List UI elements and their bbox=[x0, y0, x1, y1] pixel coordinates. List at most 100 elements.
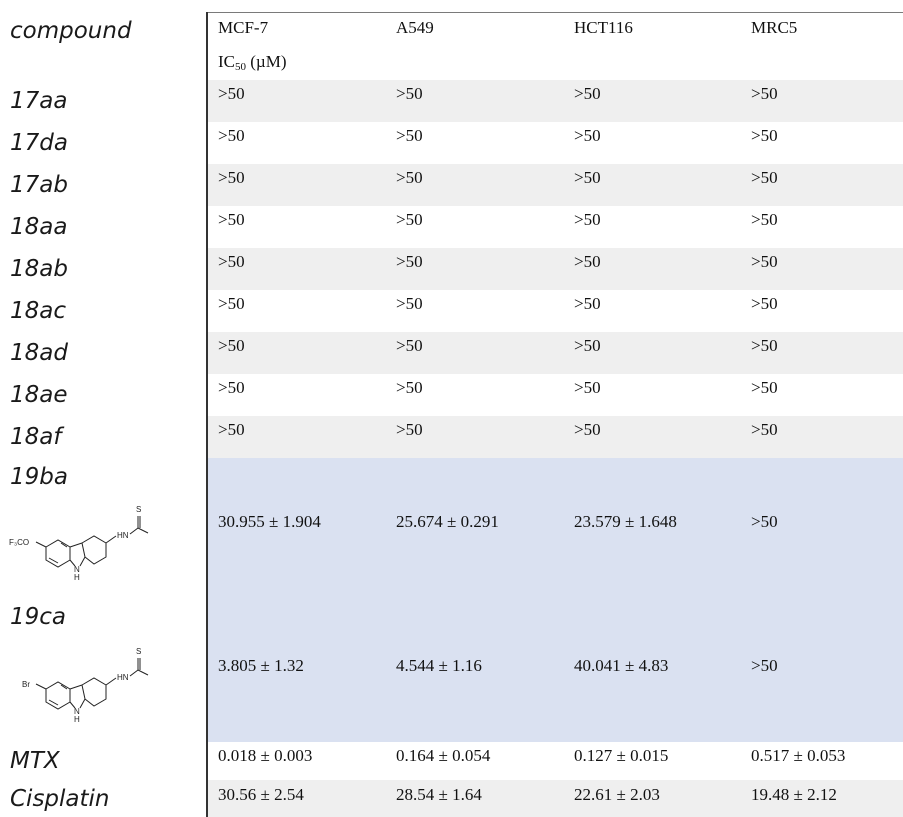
table-row: 18ac >50 >50 >50 >50 bbox=[0, 290, 903, 332]
table-row: 18ae >50 >50 >50 >50 bbox=[0, 374, 903, 416]
value-cell: 22.61 ± 2.03 bbox=[574, 785, 660, 804]
table-row: 18af >50 >50 >50 >50 bbox=[0, 416, 903, 458]
table-row: 17aa >50 >50 >50 >50 bbox=[0, 80, 903, 122]
compound-name: 18ac bbox=[10, 298, 67, 324]
structure-substituent: Br bbox=[22, 680, 30, 689]
compound-name: 17ab bbox=[10, 172, 68, 198]
compound-name: 18ab bbox=[10, 256, 68, 282]
value-cell: 25.674 ± 0.291 bbox=[396, 512, 499, 531]
value-cell: 23.579 ± 1.648 bbox=[574, 512, 677, 531]
value-cell: >50 bbox=[751, 252, 778, 271]
unit-row: IC50 (µM) bbox=[0, 48, 903, 78]
compound-header: compound bbox=[10, 18, 132, 44]
structure-n: N bbox=[74, 707, 80, 716]
table-row: 18aa >50 >50 >50 >50 bbox=[0, 206, 903, 248]
value-cell: >50 bbox=[751, 126, 778, 145]
value-cell: 0.127 ± 0.015 bbox=[574, 746, 669, 765]
compound-name: 17da bbox=[10, 130, 68, 156]
value-cell: >50 bbox=[396, 252, 423, 271]
value-cell: >50 bbox=[574, 126, 601, 145]
structure-n: N bbox=[74, 565, 80, 574]
structure-19ba: F₃CO HN S N H bbox=[9, 505, 149, 582]
value-cell: >50 bbox=[751, 420, 778, 439]
table-row: Cisplatin 30.56 ± 2.54 28.54 ± 1.64 22.6… bbox=[0, 780, 903, 817]
unit-ic: IC bbox=[218, 52, 235, 71]
row-shading bbox=[208, 248, 903, 290]
structure-s: S bbox=[136, 505, 141, 514]
value-cell: >50 bbox=[574, 294, 601, 313]
compound-name: 19ba bbox=[10, 464, 68, 490]
structure-nh: HN bbox=[117, 673, 129, 682]
value-cell: >50 bbox=[396, 378, 423, 397]
table-row: 19ca Br HN S N H bbox=[0, 600, 903, 742]
column-header-hct116: HCT116 bbox=[574, 18, 633, 37]
structure-nh: HN bbox=[117, 531, 129, 540]
value-cell: >50 bbox=[218, 252, 245, 271]
structure-s: S bbox=[136, 647, 141, 656]
value-cell: 30.56 ± 2.54 bbox=[218, 785, 304, 804]
value-cell: >50 bbox=[396, 336, 423, 355]
row-shading bbox=[208, 416, 903, 458]
compound-name: 18aa bbox=[10, 214, 68, 240]
structure-h: H bbox=[74, 573, 80, 582]
column-header-mcf7: MCF-7 bbox=[218, 18, 269, 37]
compound-name: Cisplatin bbox=[10, 786, 110, 812]
compound-name: 17aa bbox=[10, 88, 68, 114]
row-highlight bbox=[208, 600, 903, 742]
table-row: 18ab >50 >50 >50 >50 bbox=[0, 248, 903, 290]
row-shading bbox=[208, 164, 903, 206]
table-row: 17ab >50 >50 >50 >50 bbox=[0, 164, 903, 206]
value-cell: >50 bbox=[396, 210, 423, 229]
compound-name: 18ae bbox=[10, 382, 68, 408]
value-cell: 30.955 ± 1.904 bbox=[218, 512, 321, 531]
compound-name: 19ca bbox=[10, 604, 67, 630]
row-shading bbox=[208, 332, 903, 374]
value-cell: >50 bbox=[396, 294, 423, 313]
unit-rest: (µM) bbox=[246, 52, 287, 71]
value-cell: >50 bbox=[218, 294, 245, 313]
structure-substituent: F₃CO bbox=[9, 538, 29, 547]
value-cell: >50 bbox=[574, 336, 601, 355]
value-cell: >50 bbox=[574, 420, 601, 439]
compound-name: 18af bbox=[10, 424, 62, 450]
structure-h: H bbox=[74, 715, 80, 724]
value-cell: >50 bbox=[574, 252, 601, 271]
compound-name: MTX bbox=[10, 748, 60, 774]
table-row: 18ad >50 >50 >50 >50 bbox=[0, 332, 903, 374]
value-cell: >50 bbox=[751, 336, 778, 355]
value-cell: >50 bbox=[751, 210, 778, 229]
structure-19ca: Br HN S N H bbox=[22, 647, 149, 724]
value-cell: 0.018 ± 0.003 bbox=[218, 746, 313, 765]
value-cell: >50 bbox=[218, 378, 245, 397]
value-cell: >50 bbox=[574, 378, 601, 397]
column-divider bbox=[206, 12, 208, 817]
unit-subscript: 50 bbox=[235, 61, 246, 73]
table-row: 17da >50 >50 >50 >50 bbox=[0, 122, 903, 164]
column-header-mrc5: MRC5 bbox=[751, 18, 798, 37]
value-cell: 19.48 ± 2.12 bbox=[751, 785, 837, 804]
unit-label: IC50 (µM) bbox=[218, 52, 286, 73]
value-cell: >50 bbox=[574, 168, 601, 187]
value-cell: >50 bbox=[751, 84, 778, 103]
value-cell: 0.517 ± 0.053 bbox=[751, 746, 846, 765]
value-cell: >50 bbox=[218, 168, 245, 187]
value-cell: >50 bbox=[751, 656, 778, 675]
top-rule bbox=[206, 12, 903, 13]
header-row: compound MCF-7 A549 HCT116 MRC5 bbox=[0, 14, 903, 48]
value-cell: >50 bbox=[218, 84, 245, 103]
value-cell: 3.805 ± 1.32 bbox=[218, 656, 304, 675]
row-shading bbox=[208, 780, 903, 817]
value-cell: 4.544 ± 1.16 bbox=[396, 656, 482, 675]
value-cell: >50 bbox=[396, 420, 423, 439]
compound-name: 18ad bbox=[10, 340, 68, 366]
value-cell: >50 bbox=[751, 168, 778, 187]
value-cell: >50 bbox=[751, 294, 778, 313]
value-cell: >50 bbox=[218, 336, 245, 355]
table-row: MTX 0.018 ± 0.003 0.164 ± 0.054 0.127 ± … bbox=[0, 742, 903, 780]
value-cell: >50 bbox=[218, 126, 245, 145]
value-cell: >50 bbox=[218, 210, 245, 229]
value-cell: 0.164 ± 0.054 bbox=[396, 746, 491, 765]
value-cell: 28.54 ± 1.64 bbox=[396, 785, 482, 804]
row-highlight bbox=[208, 458, 903, 600]
